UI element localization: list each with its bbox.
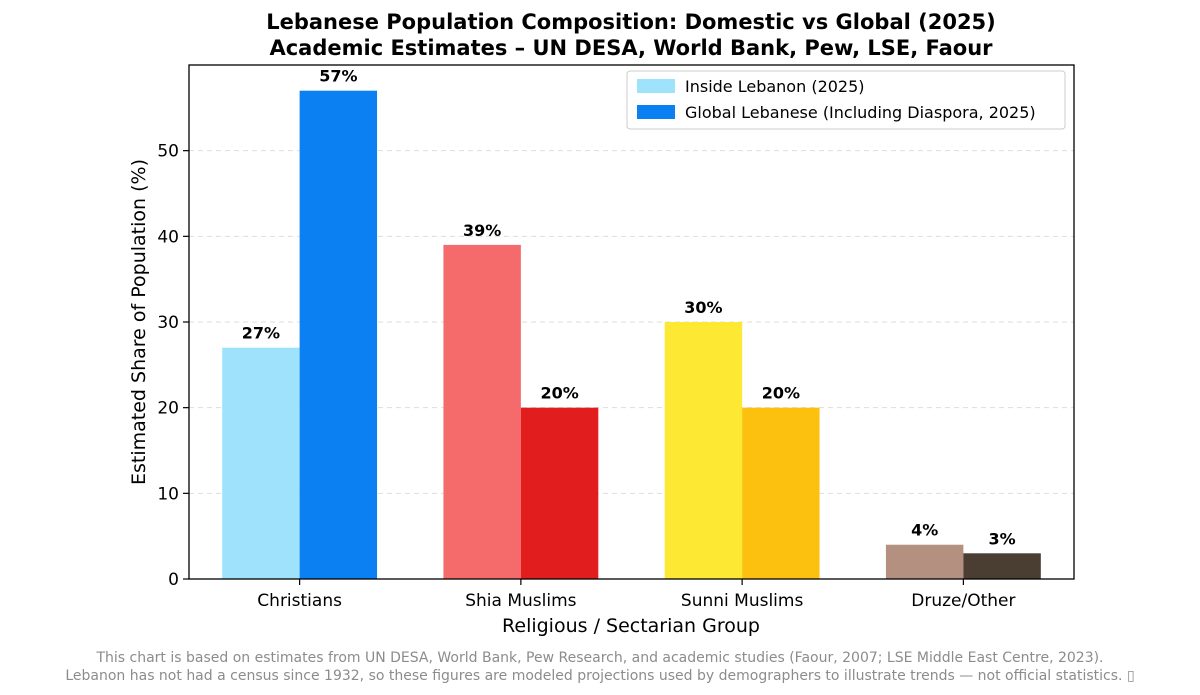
bar-christians-inside-lebanon <box>222 347 300 579</box>
legend-swatch-global-lebanese <box>637 105 675 119</box>
y-axis: 0 10 20 30 40 50 <box>157 142 189 590</box>
y-tick-label: 0 <box>168 570 179 590</box>
chart-title: Lebanese Population Composition: Domesti… <box>266 10 996 34</box>
data-label-shia-muslims-global-lebanese: 20% <box>540 384 578 403</box>
y-tick-label: 40 <box>157 227 179 247</box>
data-label-druze-other-global-lebanese: 3% <box>989 529 1016 548</box>
legend-swatch-inside-lebanon <box>637 79 675 93</box>
x-axis: Christians Shia Muslims Sunni Muslims Druze… <box>257 579 1016 611</box>
data-label-sunni-muslims-inside-lebanon: 30% <box>684 298 722 317</box>
x-tick-label-shia-muslims: Shia Muslims <box>465 591 576 611</box>
bar-druze-other-global-lebanese <box>963 553 1041 579</box>
y-axis-label: Estimated Share of Population (%) <box>128 159 150 485</box>
bar-christians-global-lebanese <box>299 90 378 579</box>
bar-druze-other-inside-lebanon <box>885 544 964 579</box>
bar-shia-muslims-inside-lebanon <box>443 244 521 579</box>
legend-label-inside-lebanon: Inside Lebanon (2025) <box>685 77 865 96</box>
data-labels: 27% 57% 39% 20% 30% 20% 4% 3% <box>242 67 1016 549</box>
data-label-shia-muslims-inside-lebanon: 39% <box>463 221 501 240</box>
legend-label-global-lebanese: Global Lebanese (Including Diaspora, 202… <box>685 103 1036 122</box>
y-tick-label: 50 <box>157 142 179 162</box>
y-tick-label: 30 <box>157 313 179 333</box>
x-tick-label-christians: Christians <box>257 591 342 611</box>
data-label-sunni-muslims-global-lebanese: 20% <box>762 384 800 403</box>
x-axis-label: Religious / Sectarian Group <box>502 615 760 637</box>
legend: Inside Lebanon (2025) Global Lebanese (I… <box>626 70 1066 130</box>
data-label-christians-global-lebanese: 57% <box>319 67 357 86</box>
x-tick-label-sunni-muslims: Sunni Muslims <box>681 591 804 611</box>
footnote-line-1: This chart is based on estimates from UN… <box>95 650 1103 666</box>
legend-box <box>626 70 1066 130</box>
footnote-line-2: Lebanon has not had a census since 1932,… <box>65 668 1134 684</box>
bar-sunni-muslims-global-lebanese <box>742 407 820 579</box>
chart-subtitle: Academic Estimates – UN DESA, World Bank… <box>269 36 993 60</box>
bar-sunni-muslims-inside-lebanon <box>664 322 743 579</box>
bar-shia-muslims-global-lebanese <box>520 407 599 579</box>
bars <box>222 90 1041 579</box>
y-tick-label: 10 <box>157 484 179 504</box>
x-tick-label-druze-other: Druze/Other <box>911 591 1015 611</box>
data-label-christians-inside-lebanon: 27% <box>242 324 280 343</box>
data-label-druze-other-inside-lebanon: 4% <box>911 521 938 540</box>
y-tick-label: 20 <box>157 399 179 419</box>
